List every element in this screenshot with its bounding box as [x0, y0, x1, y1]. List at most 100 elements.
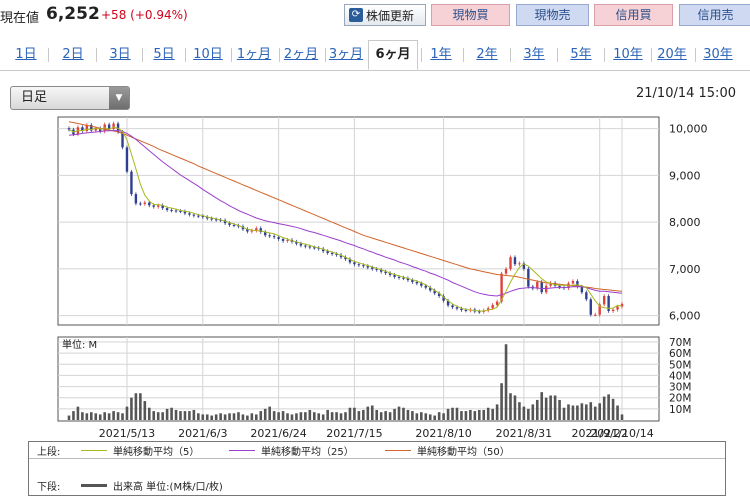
candle-body: [272, 236, 276, 238]
margin-buy-button[interactable]: 信用買: [594, 4, 673, 26]
volume-bar: [304, 412, 307, 420]
candle-body: [335, 253, 338, 255]
volume-bar: [134, 393, 138, 420]
candle-body: [330, 253, 334, 255]
candle-body: [607, 296, 610, 311]
price-tick-label: 10,000: [669, 123, 708, 136]
tab-0[interactable]: 1日: [7, 40, 45, 70]
spot-sell-button[interactable]: 現物売: [516, 4, 589, 26]
volume-tick-label: 50M: [669, 359, 691, 371]
refresh-price-label: 株価更新: [366, 8, 415, 23]
tab-label: 2年: [476, 47, 498, 62]
tab-3[interactable]: 5日: [146, 40, 182, 70]
volume-tick-label: 70M: [669, 337, 691, 349]
volume-bar: [602, 396, 606, 420]
tab-14[interactable]: 20年: [652, 40, 692, 70]
price-chart: 10,000 9,000 8,000 7,000 6,000: [57, 116, 708, 326]
tab-label: 20年: [657, 47, 687, 62]
candle-body: [540, 281, 543, 293]
volume-bar: [442, 413, 445, 420]
candle-body: [379, 269, 383, 272]
volume-bar: [558, 399, 561, 420]
candle-body: [232, 224, 236, 226]
volume-bar: [598, 403, 602, 420]
candle-body: [183, 211, 187, 214]
margin-sell-button[interactable]: 信用売: [679, 4, 750, 26]
tab-label: 3日: [109, 47, 131, 62]
volume-bar: [362, 409, 365, 420]
candle-body: [598, 304, 601, 315]
volume-bar: [370, 405, 374, 420]
candle-body: [357, 264, 361, 266]
volume-bar: [549, 395, 552, 420]
volume-bar: [290, 414, 294, 420]
tab-6[interactable]: 2ヶ月: [280, 40, 322, 70]
tab-label: 1ヶ月: [236, 47, 272, 62]
candle-body: [134, 194, 138, 204]
tab-5[interactable]: 1ヶ月: [232, 40, 276, 70]
candle-body: [544, 285, 548, 293]
legend-ma50: 単純移動平均（50）: [385, 443, 510, 458]
candle-body: [339, 254, 343, 258]
volume-bar: [139, 393, 142, 420]
candle-body: [161, 205, 164, 209]
candle-body: [558, 285, 561, 288]
legend-ma25-label: 単純移動平均（25）: [261, 447, 354, 458]
volume-bar: [348, 407, 352, 420]
tab-15[interactable]: 30年: [697, 40, 739, 70]
candle-body: [366, 266, 369, 268]
volume-bar: [272, 411, 276, 420]
tab-8[interactable]: 6ヶ月: [368, 40, 418, 70]
candle-body: [295, 241, 298, 244]
volume-bar: [437, 412, 441, 420]
chart-legend: 上段: 単純移動平均（5） 単純移動平均（25） 単純移動平均（50） 下段: …: [28, 441, 726, 496]
tab-9[interactable]: 1年: [422, 40, 460, 70]
tab-11[interactable]: 3年: [514, 40, 554, 70]
tab-label: 5日: [153, 47, 175, 62]
candle-body: [589, 299, 592, 315]
volume-bar: [384, 411, 387, 420]
period-select[interactable]: 日足 ▼: [10, 86, 130, 110]
candle-body: [156, 205, 160, 207]
volume-bar: [255, 414, 258, 420]
chevron-down-icon: ▼: [109, 87, 129, 109]
volume-bar: [366, 406, 370, 420]
tab-label: 1年: [430, 47, 452, 62]
candle-body: [201, 216, 204, 218]
date-tick-label: 2021/7/15: [326, 427, 382, 440]
candle-body: [344, 257, 347, 260]
candle-body: [107, 124, 111, 130]
tab-12[interactable]: 5年: [561, 40, 601, 70]
refresh-price-button[interactable]: ⟳ 株価更新: [344, 4, 426, 26]
candle-body: [112, 123, 115, 130]
volume-bar: [495, 404, 499, 420]
candle-body: [504, 268, 508, 274]
candle-body: [90, 124, 93, 131]
volume-bar: [299, 412, 303, 420]
candle-body: [250, 230, 254, 232]
tab-separator: [279, 48, 280, 62]
volume-bar: [116, 412, 120, 420]
tab-13[interactable]: 10年: [608, 40, 648, 70]
volume-bar: [576, 405, 579, 420]
candle-body: [442, 296, 445, 301]
candle-body: [85, 124, 89, 132]
tab-10[interactable]: 2年: [467, 40, 507, 70]
tab-7[interactable]: 3ヶ月: [326, 40, 366, 70]
volume-bar: [250, 413, 254, 420]
volume-bar: [335, 412, 338, 420]
volume-bar: [81, 412, 84, 420]
tab-4[interactable]: 10日: [188, 40, 228, 70]
spot-buy-button[interactable]: 現物買: [431, 4, 510, 26]
volume-bar: [562, 407, 566, 420]
price-tick-label: 9,000: [669, 169, 701, 182]
ma5-swatch: [81, 450, 107, 451]
tab-2[interactable]: 3日: [101, 40, 139, 70]
volume-bar: [580, 403, 584, 420]
tab-separator: [463, 48, 464, 62]
volume-bar: [388, 412, 392, 420]
volume-bar: [607, 394, 610, 420]
current-price: 6,252: [46, 4, 100, 24]
tab-1[interactable]: 2日: [53, 40, 93, 70]
volume-bar: [94, 413, 98, 420]
